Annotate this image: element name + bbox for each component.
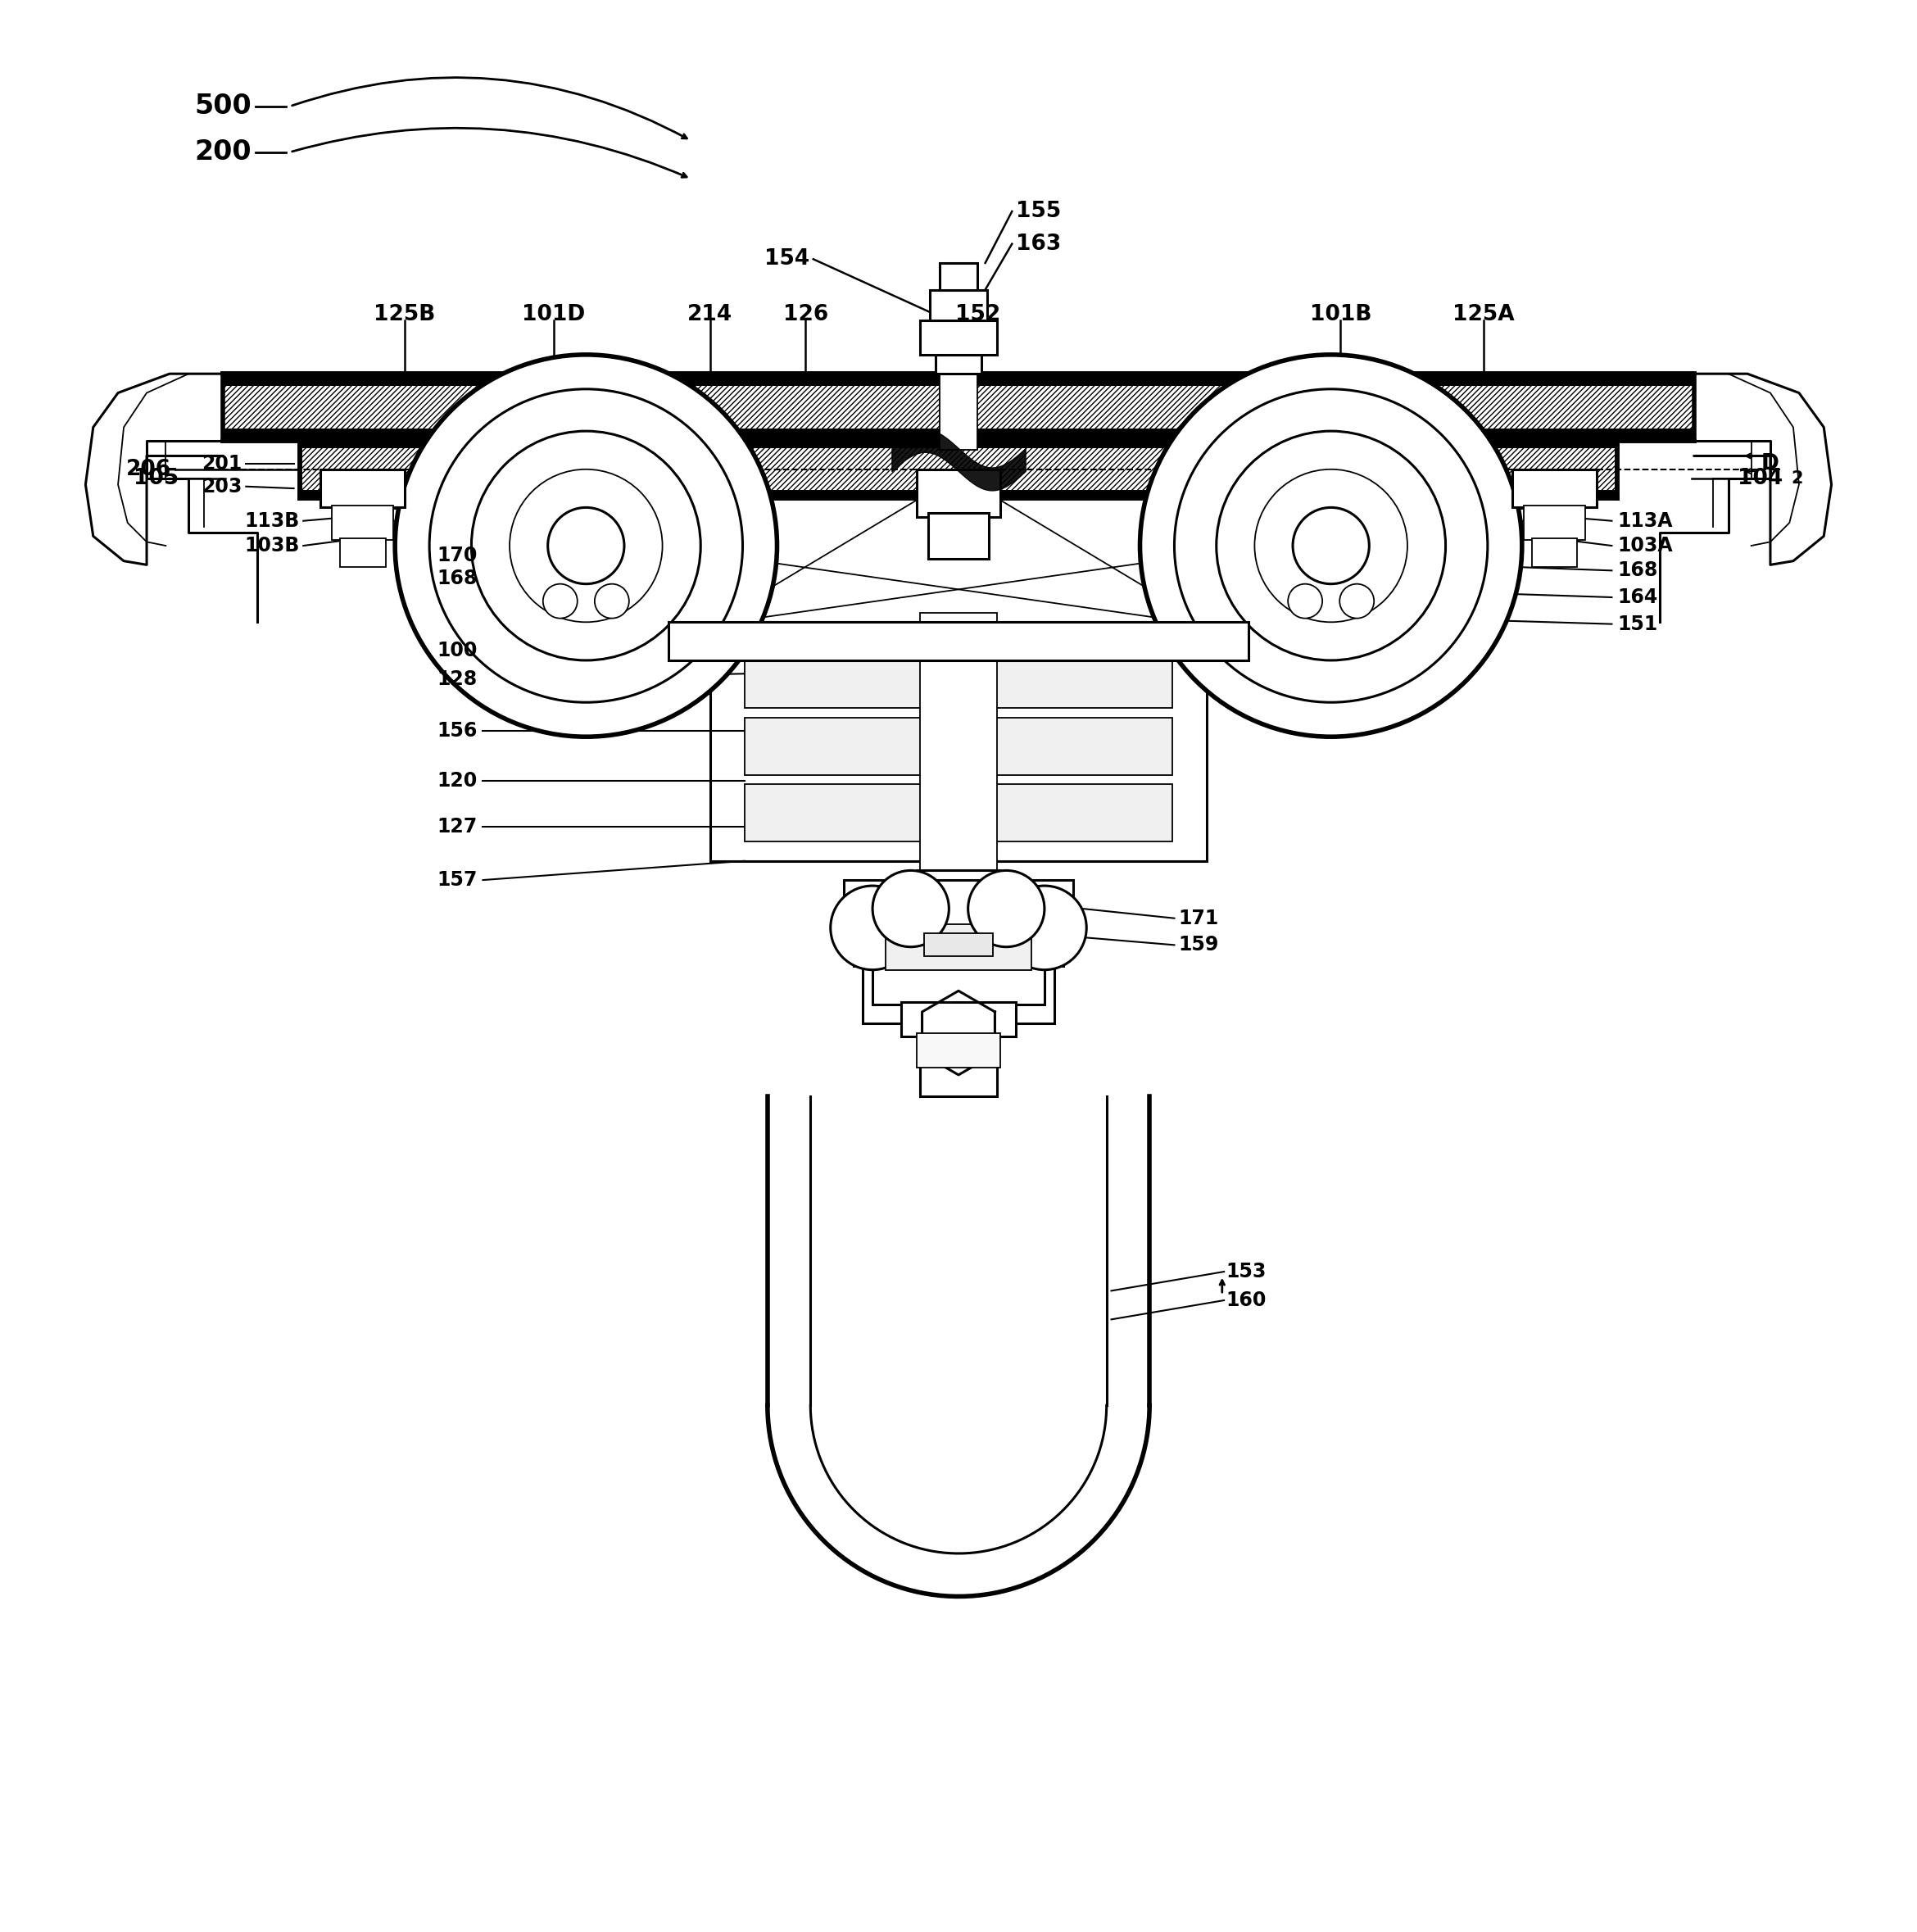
Text: 127: 127 xyxy=(437,817,477,837)
Bar xyxy=(299,440,1618,498)
Circle shape xyxy=(1217,431,1445,661)
Text: 103B: 103B xyxy=(243,535,299,556)
Circle shape xyxy=(429,388,742,703)
Circle shape xyxy=(395,355,776,736)
Text: 500: 500 xyxy=(196,93,251,120)
Text: 113B: 113B xyxy=(243,512,299,531)
Text: 201: 201 xyxy=(201,454,242,473)
Text: 2: 2 xyxy=(1790,471,1804,487)
Bar xyxy=(916,871,1001,976)
Bar xyxy=(222,429,1695,440)
Bar xyxy=(920,1020,997,1095)
Text: 154: 154 xyxy=(765,249,809,270)
Text: 128: 128 xyxy=(437,670,477,690)
Bar xyxy=(744,784,1173,842)
Circle shape xyxy=(548,508,625,583)
Bar xyxy=(853,889,1064,966)
Bar xyxy=(669,622,1248,661)
Circle shape xyxy=(472,431,700,661)
Circle shape xyxy=(872,871,949,947)
Bar xyxy=(872,947,1045,1005)
Text: 105: 105 xyxy=(134,468,178,489)
Bar xyxy=(332,506,393,539)
Text: 125B: 125B xyxy=(374,303,435,325)
Text: 104: 104 xyxy=(1739,468,1783,489)
Text: 200: 200 xyxy=(196,139,251,166)
Text: 170: 170 xyxy=(437,545,477,564)
Bar xyxy=(916,469,1001,518)
Bar xyxy=(901,1003,1016,1037)
Text: 156: 156 xyxy=(437,721,477,740)
Text: 153: 153 xyxy=(1227,1262,1267,1281)
Text: 206: 206 xyxy=(127,458,171,479)
Bar xyxy=(339,539,385,566)
Text: 151: 151 xyxy=(1618,614,1658,634)
Bar xyxy=(320,469,404,508)
Text: 100: 100 xyxy=(437,641,477,661)
Bar xyxy=(222,373,1695,386)
Text: 171: 171 xyxy=(1179,908,1219,927)
Text: 120: 120 xyxy=(437,771,477,790)
Bar xyxy=(928,514,989,558)
Text: D: D xyxy=(1762,452,1779,473)
Circle shape xyxy=(1175,388,1488,703)
Text: 159: 159 xyxy=(1179,935,1219,954)
Bar xyxy=(920,321,997,355)
Circle shape xyxy=(1141,355,1522,736)
Circle shape xyxy=(510,469,663,622)
Text: 101D: 101D xyxy=(521,303,585,325)
Bar xyxy=(930,290,987,321)
Circle shape xyxy=(1254,469,1407,622)
Bar xyxy=(863,962,1054,1024)
Text: 103A: 103A xyxy=(1618,535,1674,556)
Text: 164: 164 xyxy=(1618,587,1658,607)
Bar xyxy=(299,440,1618,448)
Bar xyxy=(939,365,978,450)
Bar xyxy=(1513,469,1597,508)
Text: 157: 157 xyxy=(437,869,477,891)
Text: 101B: 101B xyxy=(1309,303,1371,325)
Bar xyxy=(1524,506,1585,539)
Text: 168: 168 xyxy=(437,568,477,587)
Bar xyxy=(709,622,1208,862)
Text: 152: 152 xyxy=(955,303,1001,325)
Text: 168: 168 xyxy=(1618,560,1658,580)
Bar xyxy=(222,373,1695,440)
Bar xyxy=(924,933,993,956)
Bar xyxy=(916,1034,1001,1066)
Bar xyxy=(935,355,982,373)
Text: 125A: 125A xyxy=(1453,303,1514,325)
Text: 113A: 113A xyxy=(1618,512,1674,531)
Bar xyxy=(744,651,1173,709)
Text: 155: 155 xyxy=(1016,201,1062,222)
Circle shape xyxy=(1288,583,1323,618)
Circle shape xyxy=(968,871,1045,947)
Circle shape xyxy=(594,583,629,618)
Bar xyxy=(744,717,1173,775)
Bar xyxy=(920,612,997,871)
Text: 160: 160 xyxy=(1227,1291,1267,1310)
Circle shape xyxy=(1340,583,1374,618)
Circle shape xyxy=(543,583,577,618)
Bar xyxy=(843,881,1074,937)
Text: 214: 214 xyxy=(688,303,732,325)
Circle shape xyxy=(830,885,914,970)
Bar xyxy=(886,923,1031,970)
Text: 163: 163 xyxy=(1016,234,1062,255)
Bar xyxy=(299,491,1618,498)
Circle shape xyxy=(1003,885,1087,970)
Bar xyxy=(1532,539,1578,566)
Text: 126: 126 xyxy=(782,303,828,325)
Circle shape xyxy=(1292,508,1369,583)
Text: 203: 203 xyxy=(201,477,242,497)
Bar xyxy=(939,263,978,290)
